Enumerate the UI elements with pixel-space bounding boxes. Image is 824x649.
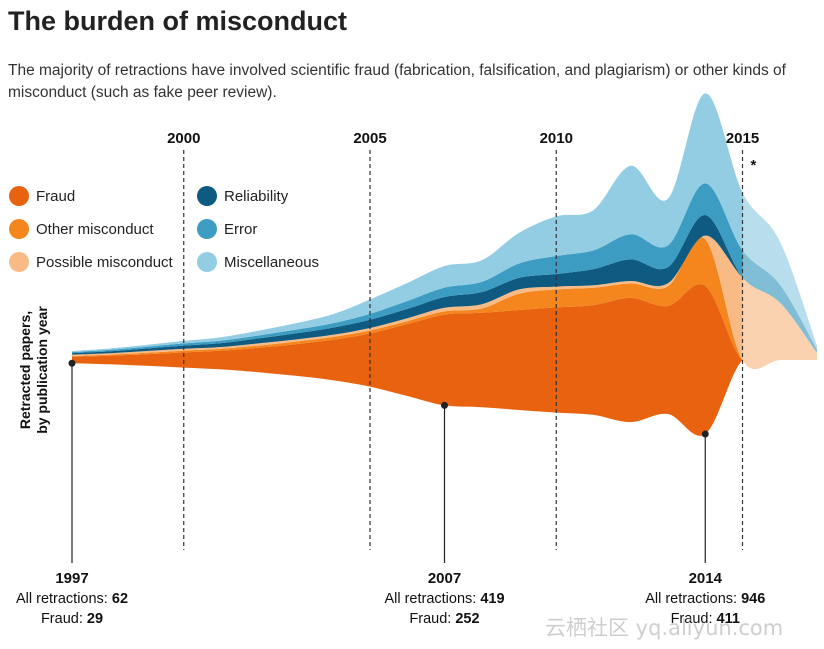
annotation-all-retractions-2014: All retractions: 946	[645, 591, 765, 607]
watermark: 云栖社区 yq.aliyun.com	[545, 616, 784, 640]
legend-label-other-misconduct: Other misconduct	[36, 221, 154, 238]
legend-label-possible-misconduct: Possible misconduct	[36, 254, 174, 271]
y-axis-label: Retracted papers,by publication year	[17, 306, 50, 434]
x-tick-label-2015: 2015	[726, 130, 759, 147]
x-tick-label-2005: 2005	[353, 130, 386, 147]
x-tick-label-2000: 2000	[167, 130, 200, 147]
legend-swatch-miscellaneous	[197, 252, 217, 272]
stream-miscellaneous	[72, 93, 817, 353]
x-tick-label-2010: 2010	[540, 130, 573, 147]
chart-subtitle: The majority of retractions have involve…	[8, 62, 786, 101]
projection-overlay	[742, 120, 824, 560]
annotation-year-2014: 2014	[689, 570, 723, 587]
annotation-dot-2007	[441, 401, 448, 409]
legend-swatch-reliability	[197, 186, 217, 206]
chart-title: The burden of misconduct	[8, 6, 348, 36]
legend-swatch-other-misconduct	[9, 219, 29, 239]
legend-swatch-error	[197, 219, 217, 239]
legend-swatch-fraud	[9, 186, 29, 206]
annotation-dot-1997	[68, 359, 76, 367]
legend-label-reliability: Reliability	[224, 188, 289, 205]
annotation-year-2007: 2007	[428, 570, 461, 587]
legend-swatch-possible-misconduct	[9, 252, 29, 272]
legend-label-fraud: Fraud	[36, 188, 75, 205]
annotation-fraud-2014: Fraud: 411	[671, 611, 740, 627]
legend-label-error: Error	[224, 221, 257, 238]
legend-label-miscellaneous: Miscellaneous	[224, 254, 319, 271]
annotation-dot-2014	[701, 430, 709, 438]
annotation-all-retractions-1997: All retractions: 62	[16, 591, 128, 607]
annotation-fraud-2007: Fraud: 252	[409, 611, 479, 627]
annotation-year-1997: 1997	[55, 570, 88, 587]
annotation-fraud-1997: Fraud: 29	[41, 611, 103, 627]
projection-asterisk: *	[751, 157, 757, 174]
annotation-all-retractions-2007: All retractions: 419	[384, 591, 504, 607]
stream-other-misconduct	[72, 237, 817, 369]
stream-fraud	[72, 284, 817, 436]
